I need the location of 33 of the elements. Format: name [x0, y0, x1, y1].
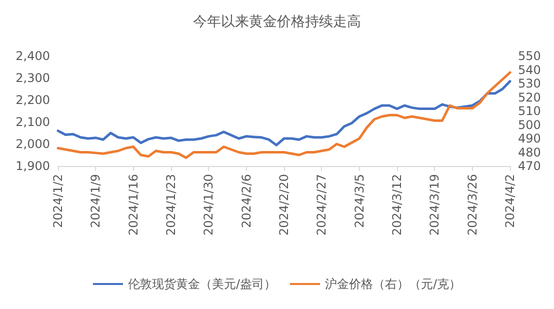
legend-label: 沪金价格（右）（元/克） [325, 277, 462, 291]
y-tick-label: 2,200 [16, 93, 50, 107]
line-series [56, 71, 512, 159]
y2-tick-label: 540 [518, 62, 541, 77]
x-tick-label: 2024/1/2 [51, 174, 65, 228]
x-tick-label: 2024/2/27 [314, 174, 329, 236]
y2-tick-label: 510 [518, 104, 541, 118]
y2-tick-label: 550 [518, 49, 541, 63]
y-tick-label: 1,900 [16, 159, 50, 173]
x-tick-label: 2024/2/6 [239, 174, 254, 228]
y2-tick-label: 490 [518, 132, 541, 146]
x-tick-label: 2024/4/2 [503, 174, 517, 228]
line-series [56, 80, 512, 146]
x-tick-label: 2024/2/20 [277, 174, 291, 236]
y2-tick-label: 470 [518, 159, 541, 173]
x-tick-label: 2024/1/30 [202, 174, 216, 236]
y-tick-label: 2,300 [16, 71, 50, 85]
chart-title: 今年以来黄金价格持续走高 [193, 14, 361, 30]
x-tick-label: 2024/3/12 [390, 174, 404, 236]
x-tick-label: 2024/1/16 [126, 174, 140, 236]
y2-tick-label: 500 [518, 118, 541, 132]
x-tick-label: 2024/3/5 [352, 174, 366, 228]
y2-tick-label: 520 [518, 90, 541, 104]
x-tick-label: 2024/1/9 [88, 174, 103, 228]
x-tick-label: 2024/1/23 [164, 174, 178, 236]
y-tick-label: 2,000 [16, 137, 50, 151]
y-tick-label: 2,100 [16, 115, 50, 129]
y-tick-label: 2,400 [16, 49, 50, 63]
x-tick-label: 2024/3/19 [428, 174, 442, 236]
x-tick-label: 2024/3/26 [465, 174, 480, 236]
y2-tick-label: 530 [518, 76, 541, 90]
legend-label: 伦敦现货黄金（美元/盎司） [128, 277, 276, 291]
y2-tick-label: 480 [518, 145, 541, 160]
